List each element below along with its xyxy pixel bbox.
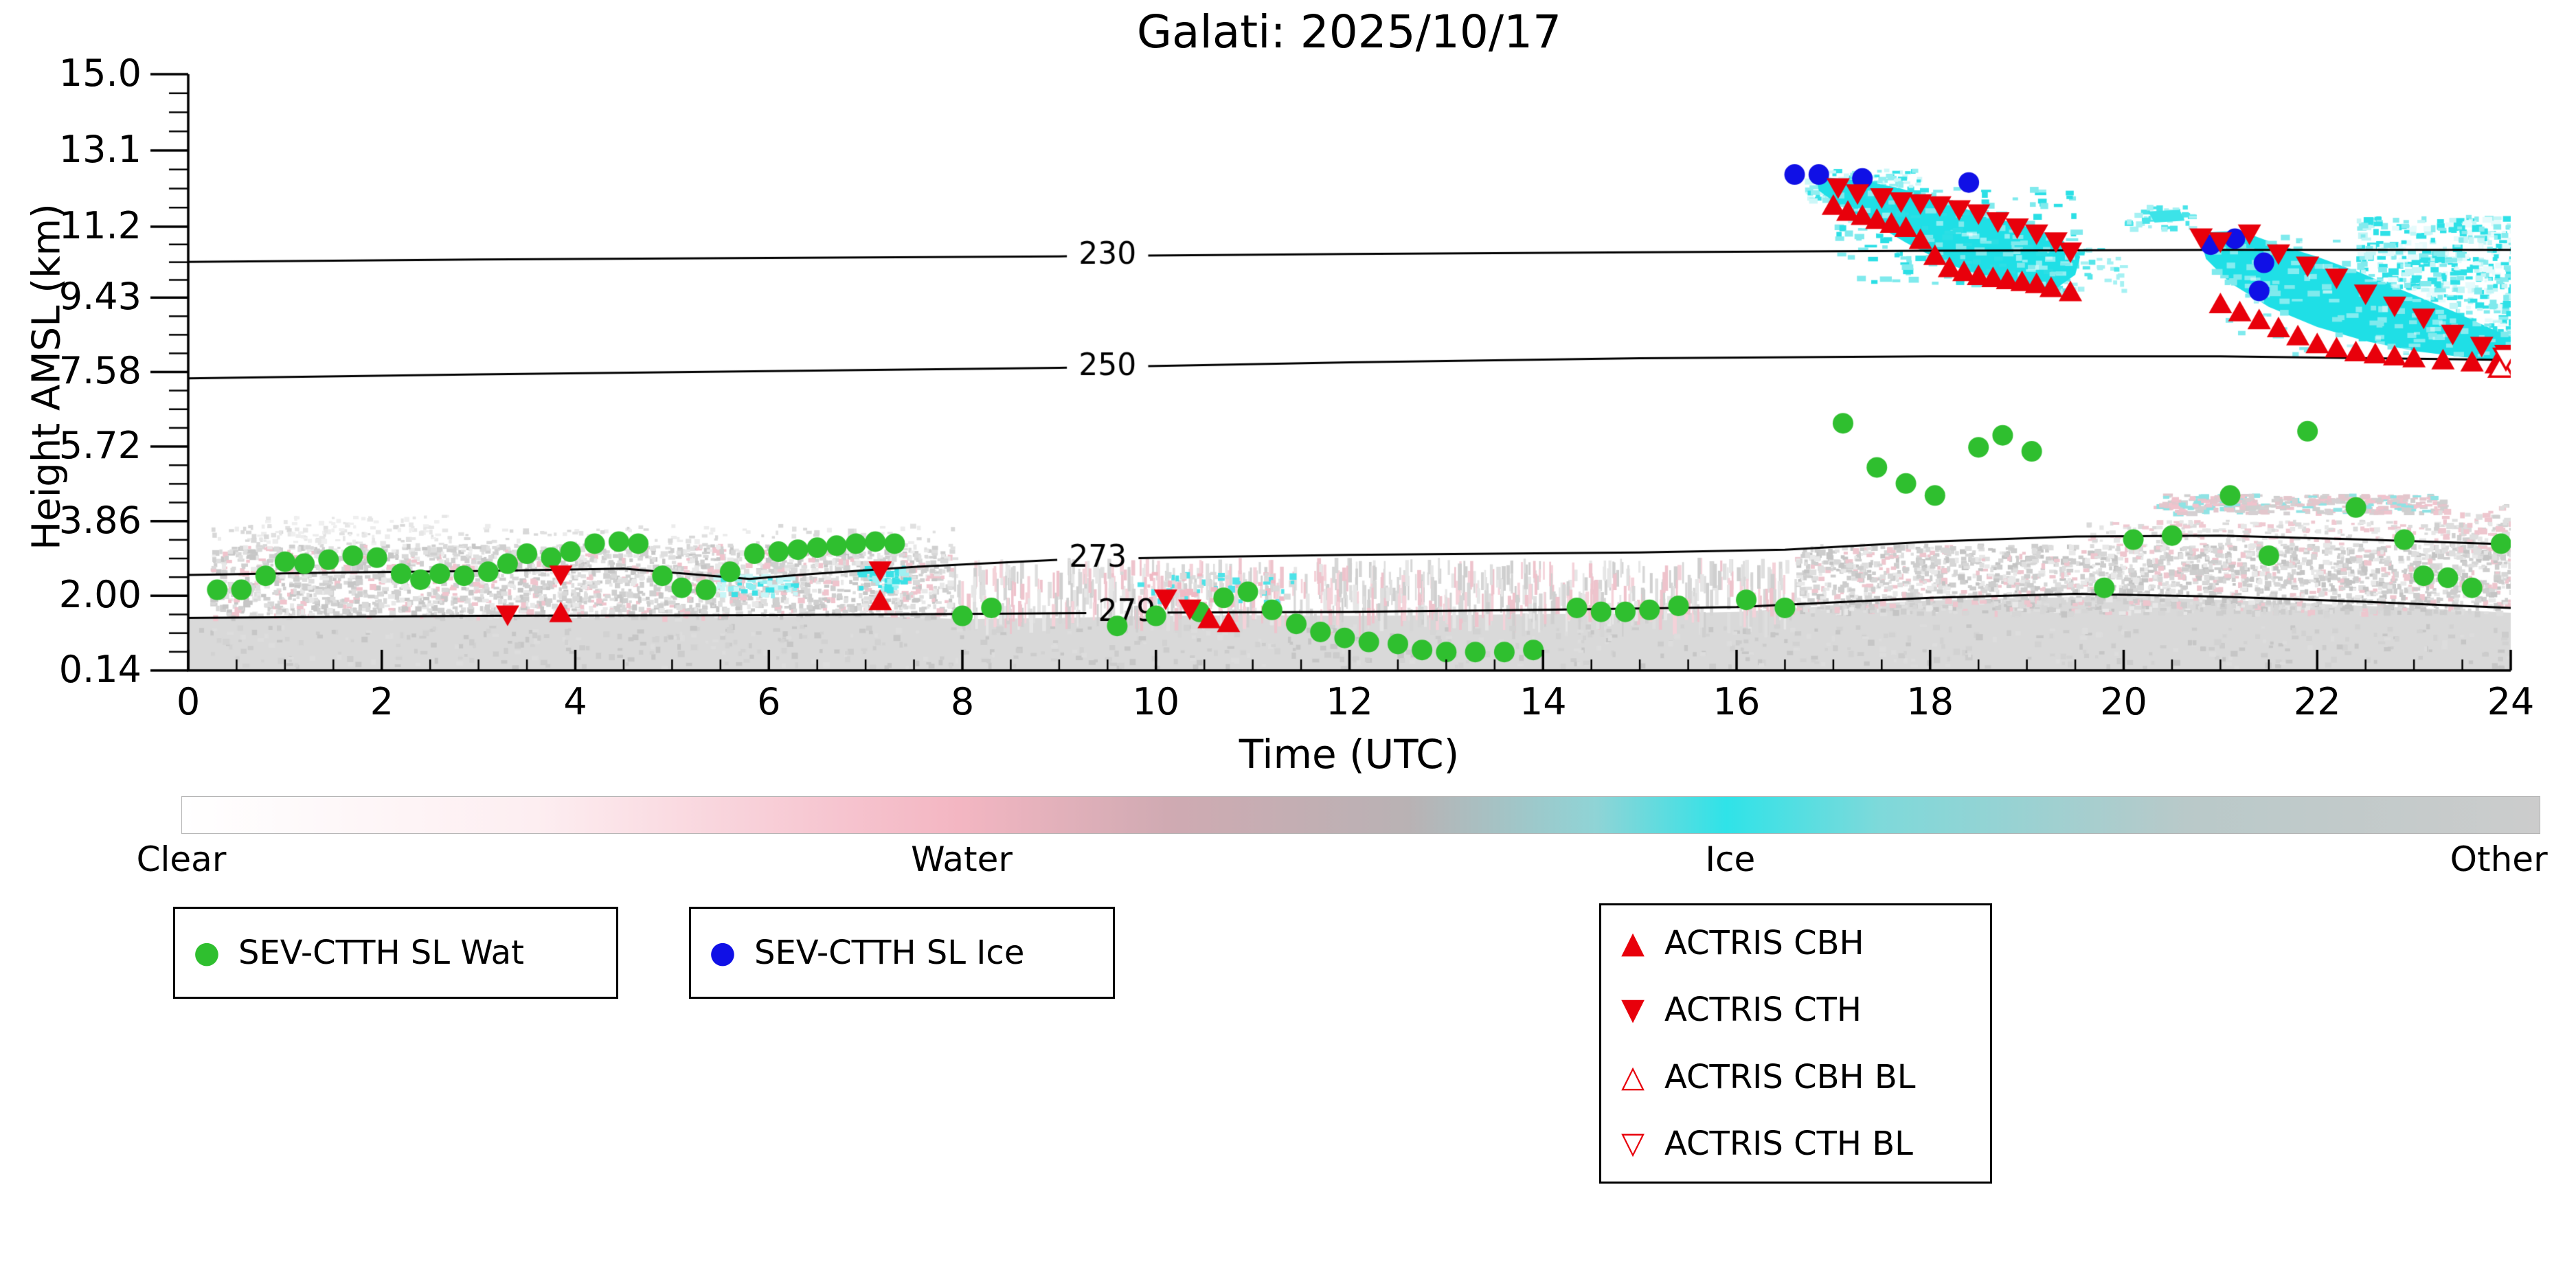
x-tick-label: 0	[176, 680, 201, 723]
y-tick-label: 7.58	[58, 349, 142, 393]
x-tick-label: 20	[2100, 680, 2147, 723]
x-axis-label: Time (UTC)	[1239, 731, 1460, 778]
legend-box-actris: ▲ ACTRIS CBH ▼ ACTRIS CTH △ ACTRIS CBH BL ▽ ACT…	[1599, 903, 1992, 1184]
y-tick-label: 13.1	[58, 127, 142, 171]
colorbar-label-ice: Ice	[1705, 839, 1756, 879]
x-tick-label: 16	[1713, 680, 1761, 723]
x-tick-label: 2	[370, 680, 394, 723]
x-tick-label: 10	[1132, 680, 1180, 723]
legend-label: ACTRIS CBH BL	[1664, 1057, 1916, 1096]
legend-marker-icon: ▼	[1621, 992, 1645, 1028]
legend-marker-icon: ▲	[1621, 925, 1645, 960]
y-tick-label: 2.00	[58, 573, 142, 617]
y-tick-label: 11.2	[58, 203, 142, 247]
legend-marker-icon: ▽	[1621, 1126, 1645, 1162]
legend-item: ▼ ACTRIS CTH	[1614, 991, 1978, 1029]
legend-label: ACTRIS CBH	[1664, 923, 1864, 962]
legend-marker-icon: ●	[193, 935, 221, 970]
colorbar-label-water: Water	[911, 839, 1013, 879]
x-tick-label: 24	[2487, 680, 2535, 723]
x-tick-label: 14	[1519, 680, 1567, 723]
colorbar-gradient	[181, 796, 2540, 834]
legend-label: ACTRIS CTH	[1664, 991, 1862, 1030]
y-tick-label: 9.43	[58, 275, 142, 319]
x-tick-label: 6	[757, 680, 781, 723]
legend-marker-icon: △	[1621, 1059, 1645, 1094]
legend-label: SEV-CTTH SL Wat	[238, 934, 524, 972]
colorbar-label-other: Other	[2450, 839, 2548, 879]
x-tick-label: 12	[1326, 680, 1373, 723]
legend-label: ACTRIS CTH BL	[1664, 1125, 1913, 1164]
legend-item: △ ACTRIS CBH BL	[1614, 1058, 1978, 1096]
legend-box-sev-wat: ● SEV-CTTH SL Wat	[173, 907, 618, 999]
x-tick-label: 22	[2293, 680, 2341, 723]
time-height-plot-canvas	[0, 0, 2576, 797]
legend-item: ▽ ACTRIS CTH BL	[1614, 1125, 1978, 1163]
y-tick-label: 3.86	[58, 498, 142, 542]
colorbar-label-clear: Clear	[136, 839, 227, 879]
y-tick-label: 5.72	[58, 424, 142, 468]
legend-item: ● SEV-CTTH SL Wat	[188, 934, 604, 972]
x-tick-label: 8	[950, 680, 975, 723]
legend-item: ● SEV-CTTH SL Ice	[703, 934, 1100, 972]
y-tick-label: 0.14	[58, 648, 142, 691]
legend-label: SEV-CTTH SL Ice	[754, 934, 1025, 972]
legend-box-sev-ice: ● SEV-CTTH SL Ice	[689, 907, 1115, 999]
x-tick-label: 18	[1906, 680, 1954, 723]
chart-title: Galati: 2025/10/17	[1136, 5, 1562, 58]
legend-marker-icon: ●	[709, 935, 736, 970]
legend-item: ▲ ACTRIS CBH	[1614, 924, 1978, 962]
y-tick-label: 15.0	[58, 52, 142, 95]
x-tick-label: 4	[563, 680, 587, 723]
